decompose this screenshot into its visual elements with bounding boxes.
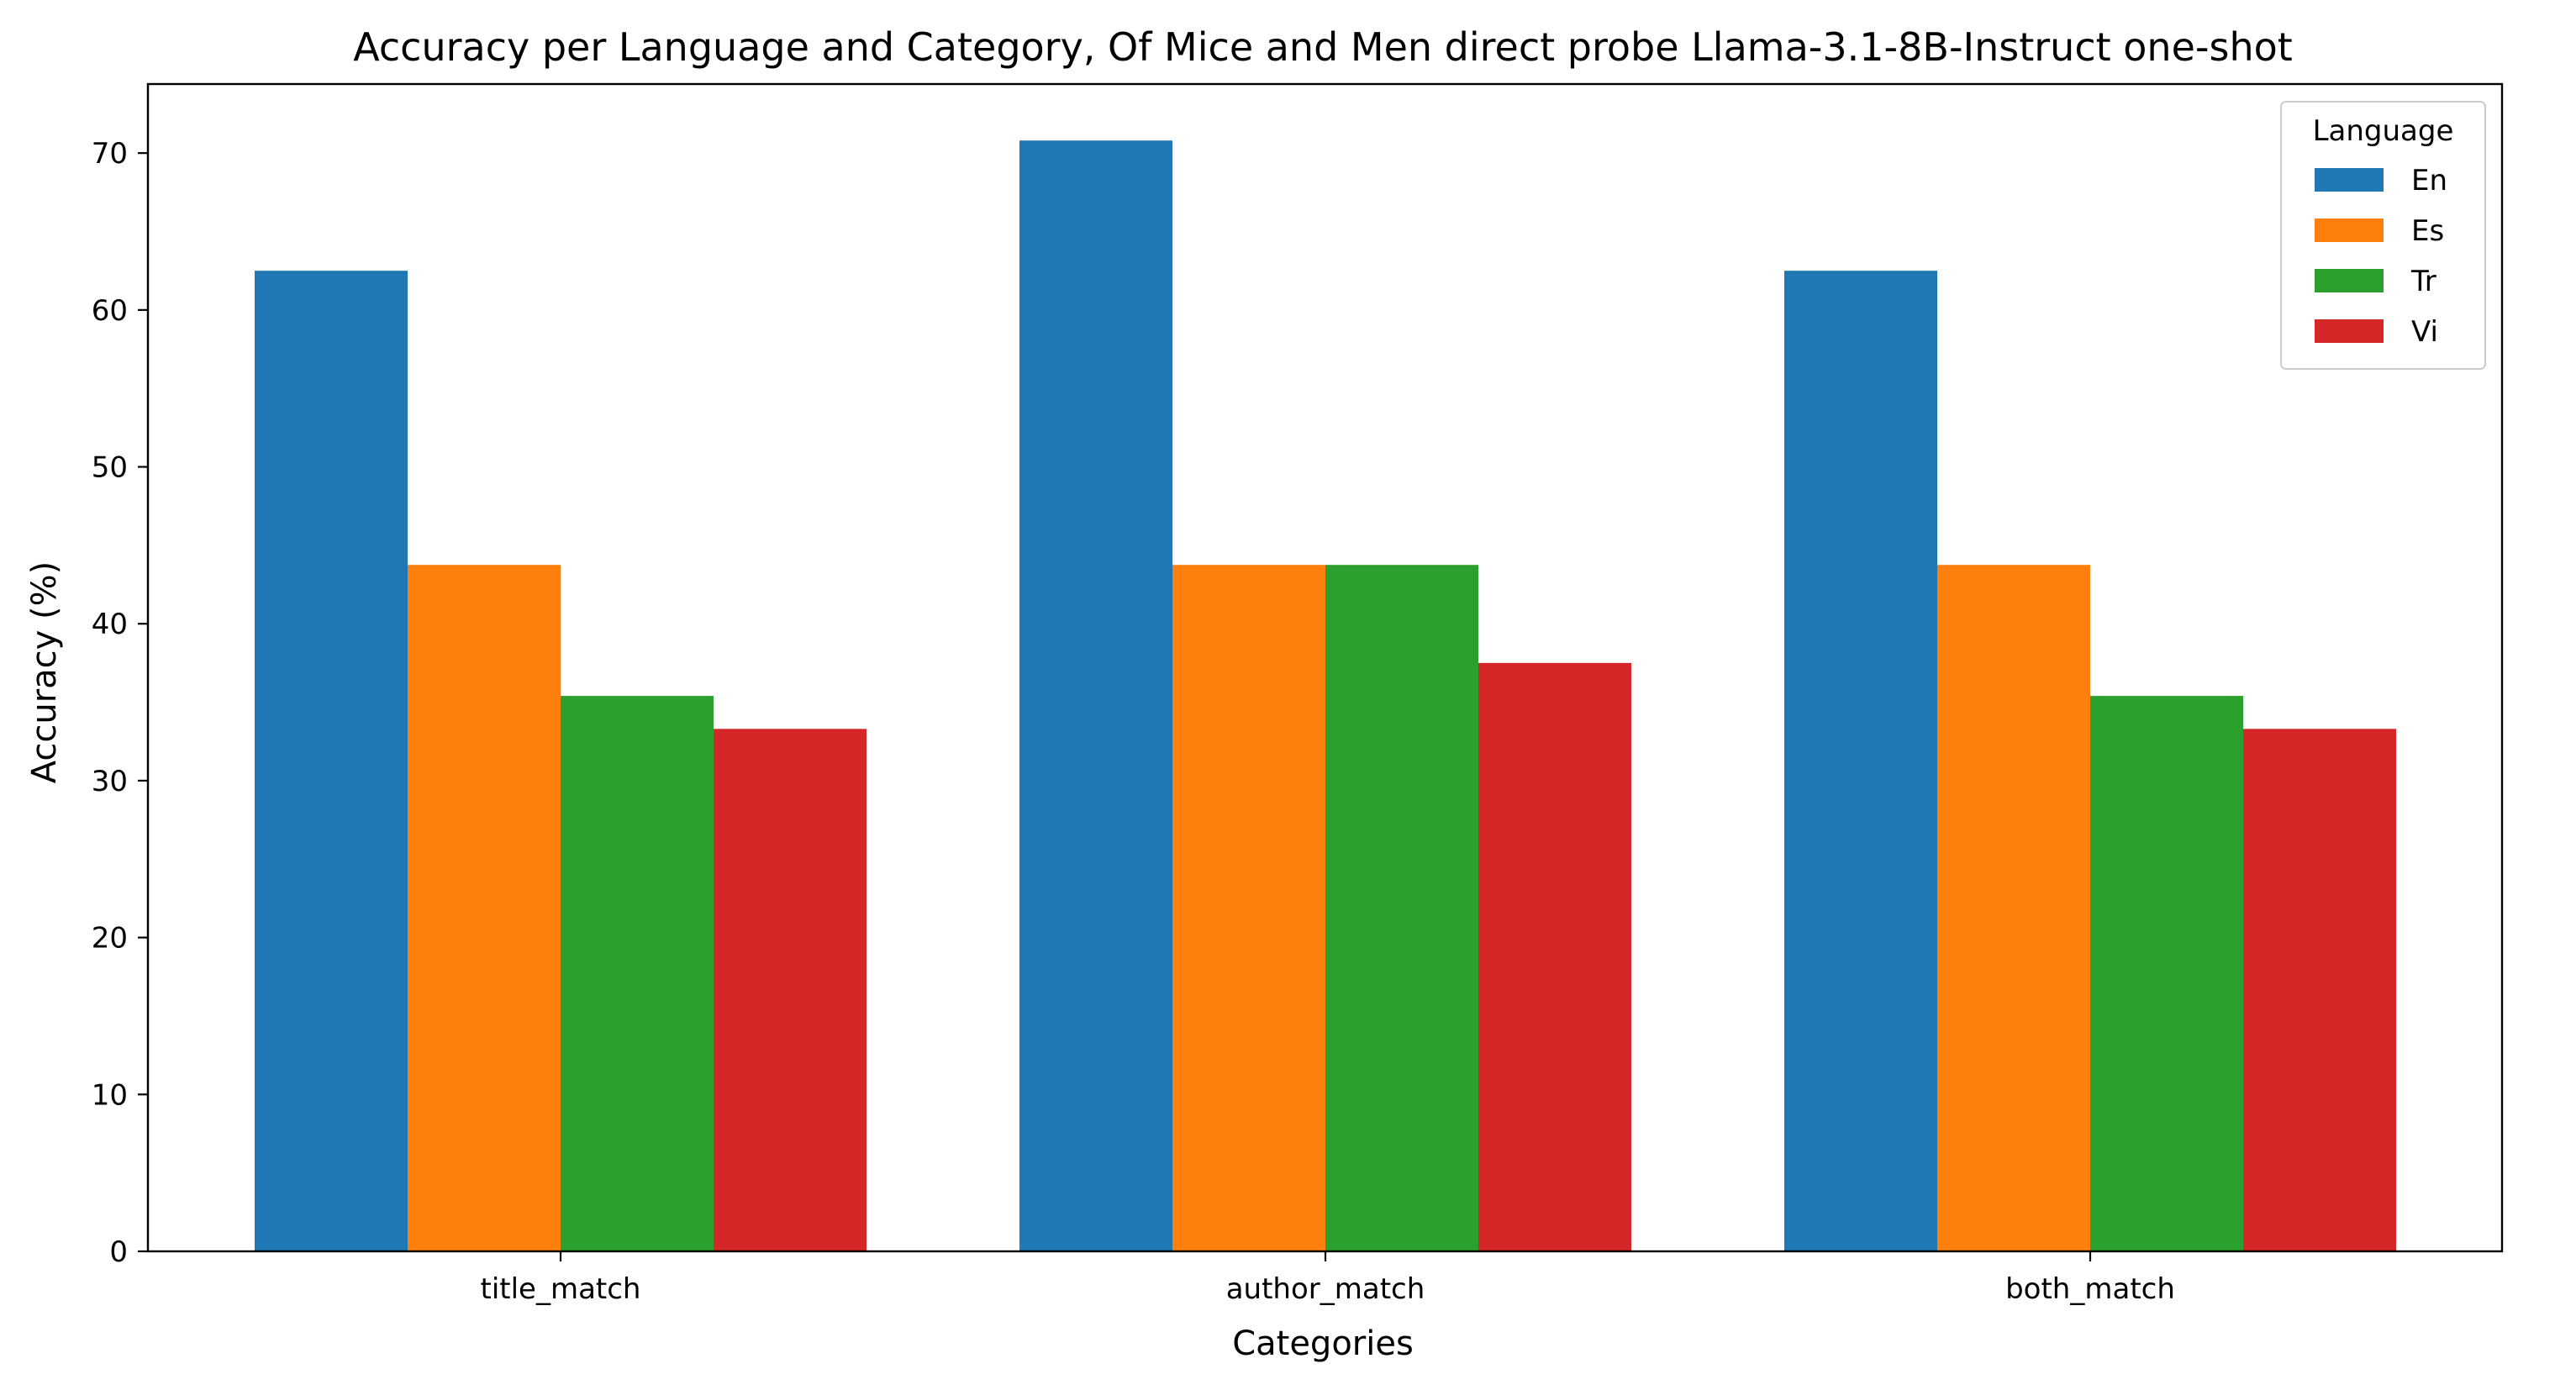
legend-swatch-en [2315,168,2384,192]
chart-title: Accuracy per Language and Category, Of M… [353,24,2293,70]
bar-vi-author-match [1478,662,1631,1251]
y-tick-label: 40 [92,608,128,641]
bar-en-both-match [1784,271,1937,1252]
y-tick-label: 70 [92,137,128,171]
bar-tr-author-match [1325,565,1478,1251]
x-axis-label: Categories [1232,1324,1414,1363]
x-tick-label: author_match [1226,1272,1425,1306]
x-tick-label: title_match [480,1272,640,1306]
legend-swatch-vi [2315,319,2384,343]
y-tick-label: 50 [92,451,128,485]
bar-es-author-match [1172,565,1325,1251]
y-tick-label: 10 [92,1078,128,1112]
legend-swatch-es [2315,219,2384,242]
legend-swatch-tr [2315,269,2384,292]
bar-vi-both-match [2243,729,2396,1251]
y-tick-label: 30 [92,765,128,798]
legend-label-vi: Vi [2411,315,2438,349]
y-axis-label: Accuracy (%) [25,561,64,784]
axes-layer: 0 10 20 30 40 50 60 70 title_match author_match bo… [92,82,2504,1306]
y-tick-label: 0 [109,1235,128,1269]
legend: Language En Es Tr Vi [2280,101,2486,370]
bar-tr-both-match [2090,696,2243,1251]
bar-en-title-match [255,271,408,1252]
legend-label-es: Es [2411,214,2444,248]
legend-label-en: En [2411,164,2447,197]
x-tick-label: both_match [2005,1272,2175,1306]
bar-es-both-match [1937,565,2090,1251]
bar-es-title-match [408,565,561,1251]
legend-title: Language [2313,114,2454,148]
legend-label-tr: Tr [2410,265,2436,298]
y-tick-label: 20 [92,922,128,956]
y-tick-label: 60 [92,294,128,328]
bar-vi-title-match [714,729,867,1251]
bars-layer [255,140,2396,1252]
bar-en-author-match [1019,140,1172,1251]
bar-tr-title-match [561,696,714,1251]
